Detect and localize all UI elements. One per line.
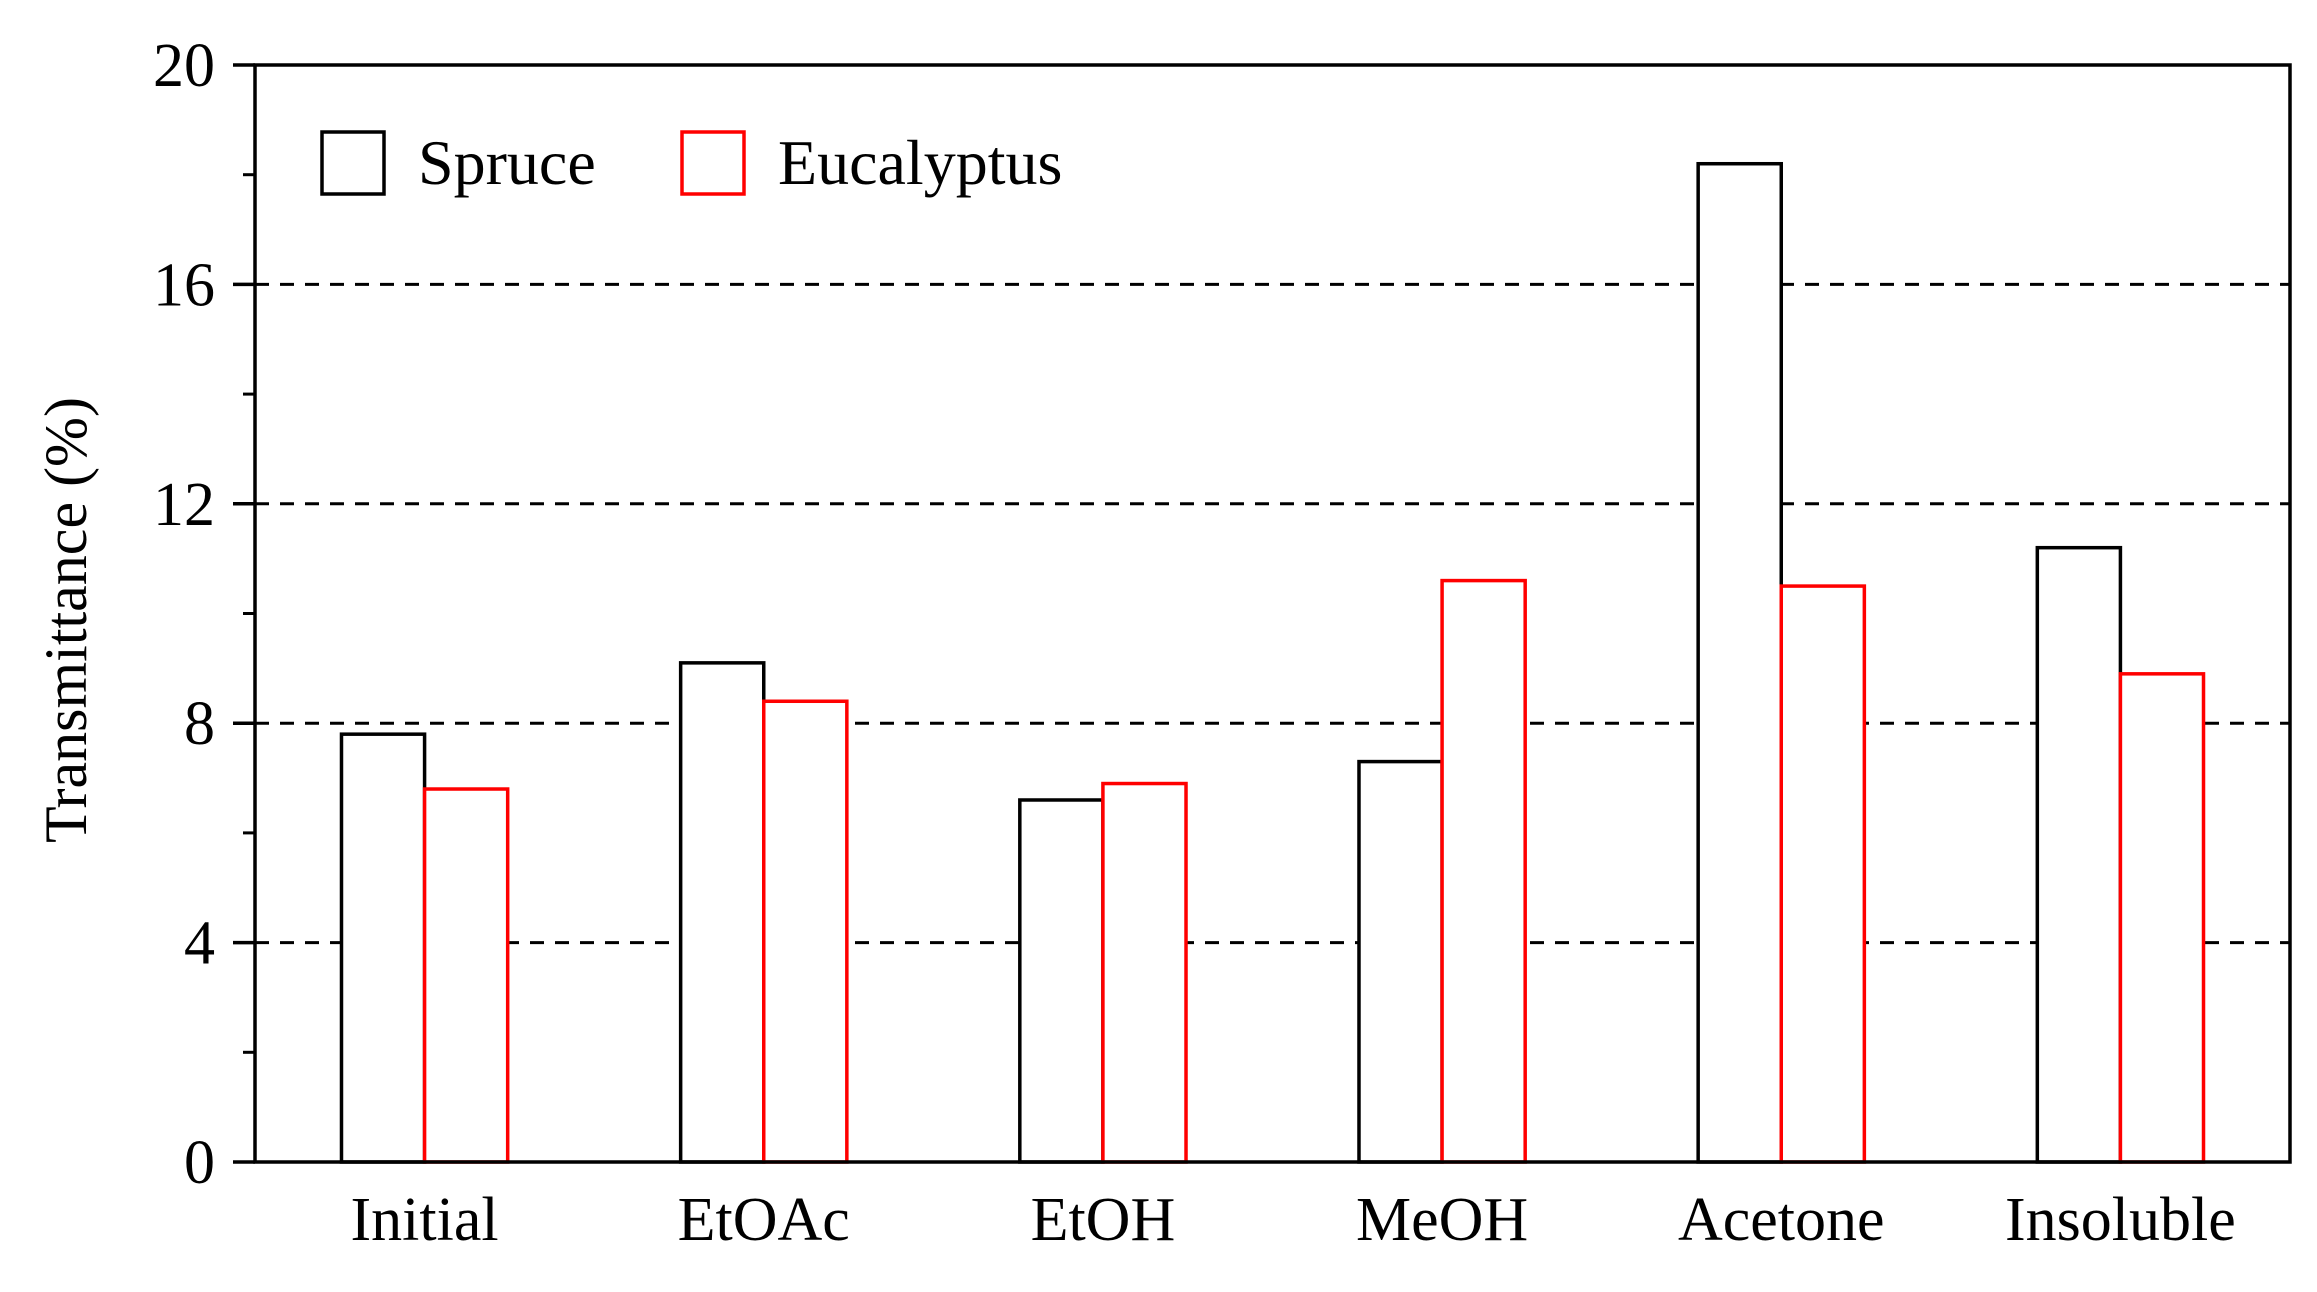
legend-swatch-spruce [320, 130, 386, 196]
y-tick-label-8: 8 [184, 690, 215, 758]
x-tick-label-insoluble: Insoluble [2005, 1186, 2236, 1254]
legend-label-eucalyptus: Eucalyptus [778, 127, 1062, 198]
y-ticks: 0 4 8 12 16 20 [153, 32, 255, 1197]
axes [253, 63, 2292, 1164]
bar-eucalyptus-etoh [1101, 781, 1188, 1164]
legend-swatch-eucalyptus [680, 130, 746, 196]
y-axis-title: Transmittance (%) [33, 397, 99, 843]
y-tick-label-0: 0 [184, 1129, 215, 1197]
grid-lines [255, 282, 2290, 945]
bar-spruce-etoh [1018, 798, 1105, 1164]
legend-item-spruce: Spruce [320, 127, 596, 198]
x-tick-label-meoh: MeOH [1356, 1186, 1528, 1254]
x-tick-label-acetone: Acetone [1678, 1186, 1885, 1254]
bar-spruce-meoh [1357, 759, 1444, 1164]
bar-eucalyptus-initial [422, 787, 510, 1164]
y-tick-label-16: 16 [153, 251, 215, 319]
bar-spruce-insoluble [2035, 545, 2123, 1164]
bar-eucalyptus-meoh [1440, 578, 1527, 1164]
legend-label-spruce: Spruce [418, 127, 596, 198]
y-tick-label-4: 4 [184, 910, 215, 978]
x-tick-label-initial: Initial [351, 1186, 499, 1254]
bar-eucalyptus-etoac [762, 699, 849, 1164]
legend: Spruce Eucalyptus [320, 127, 1062, 198]
bar-eucalyptus-acetone [1779, 584, 1867, 1164]
bar-spruce-initial [339, 732, 427, 1164]
bar-spruce-acetone [1696, 161, 1784, 1164]
x-tick-label-etoac: EtOAc [678, 1186, 850, 1254]
legend-item-eucalyptus: Eucalyptus [680, 127, 1062, 198]
plot-frame [253, 63, 2292, 1164]
bars [339, 161, 2206, 1164]
bar-spruce-etoac [678, 661, 766, 1164]
y-tick-label-20: 20 [153, 32, 215, 100]
x-tick-label-etoh: EtOH [1031, 1186, 1176, 1254]
x-tick-labels: Initial EtOAc EtOH MeOH Acetone Insoluble [351, 1186, 2236, 1254]
bar-eucalyptus-insoluble [2118, 672, 2206, 1164]
y-tick-label-12: 12 [153, 471, 215, 539]
